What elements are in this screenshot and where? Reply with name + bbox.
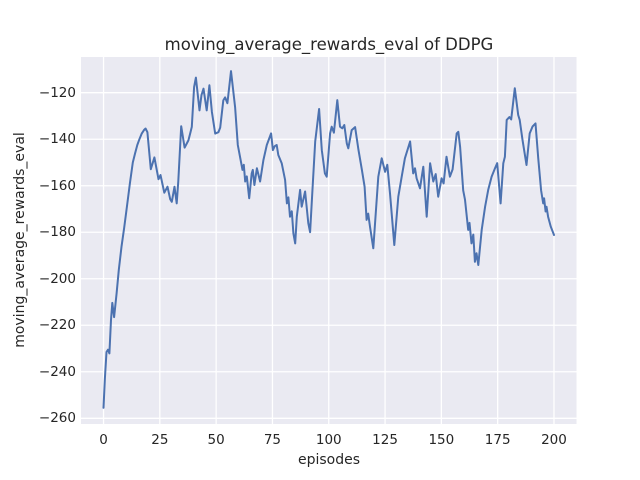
- y-tick-label: −120: [38, 84, 76, 101]
- y-axis-label: moving_average_rewards_eval: [12, 132, 28, 348]
- x-tick-label: 50: [207, 432, 225, 448]
- reward-line: [102, 70, 555, 409]
- x-tick-label: 25: [151, 432, 169, 448]
- y-tick-label: −140: [38, 131, 76, 148]
- y-tick-label: −260: [38, 410, 76, 427]
- y-tick-label: −200: [38, 270, 76, 287]
- y-tick-label: −160: [38, 177, 76, 194]
- x-tick-label: 100: [315, 432, 342, 448]
- x-tick-label: 175: [484, 432, 511, 448]
- y-tick-label: −180: [38, 224, 76, 241]
- x-tick-label: 200: [541, 432, 567, 448]
- x-tick-label: 0: [99, 432, 108, 448]
- x-tick-label: 75: [263, 432, 282, 448]
- y-tick-label: −240: [38, 363, 76, 380]
- x-tick-label: 125: [372, 432, 398, 448]
- x-tick-label: 150: [428, 432, 455, 448]
- x-axis-label: episodes: [297, 452, 361, 468]
- y-tick-label: −220: [38, 317, 76, 334]
- chart-title: moving_average_rewards_eval of DDPG: [164, 35, 494, 54]
